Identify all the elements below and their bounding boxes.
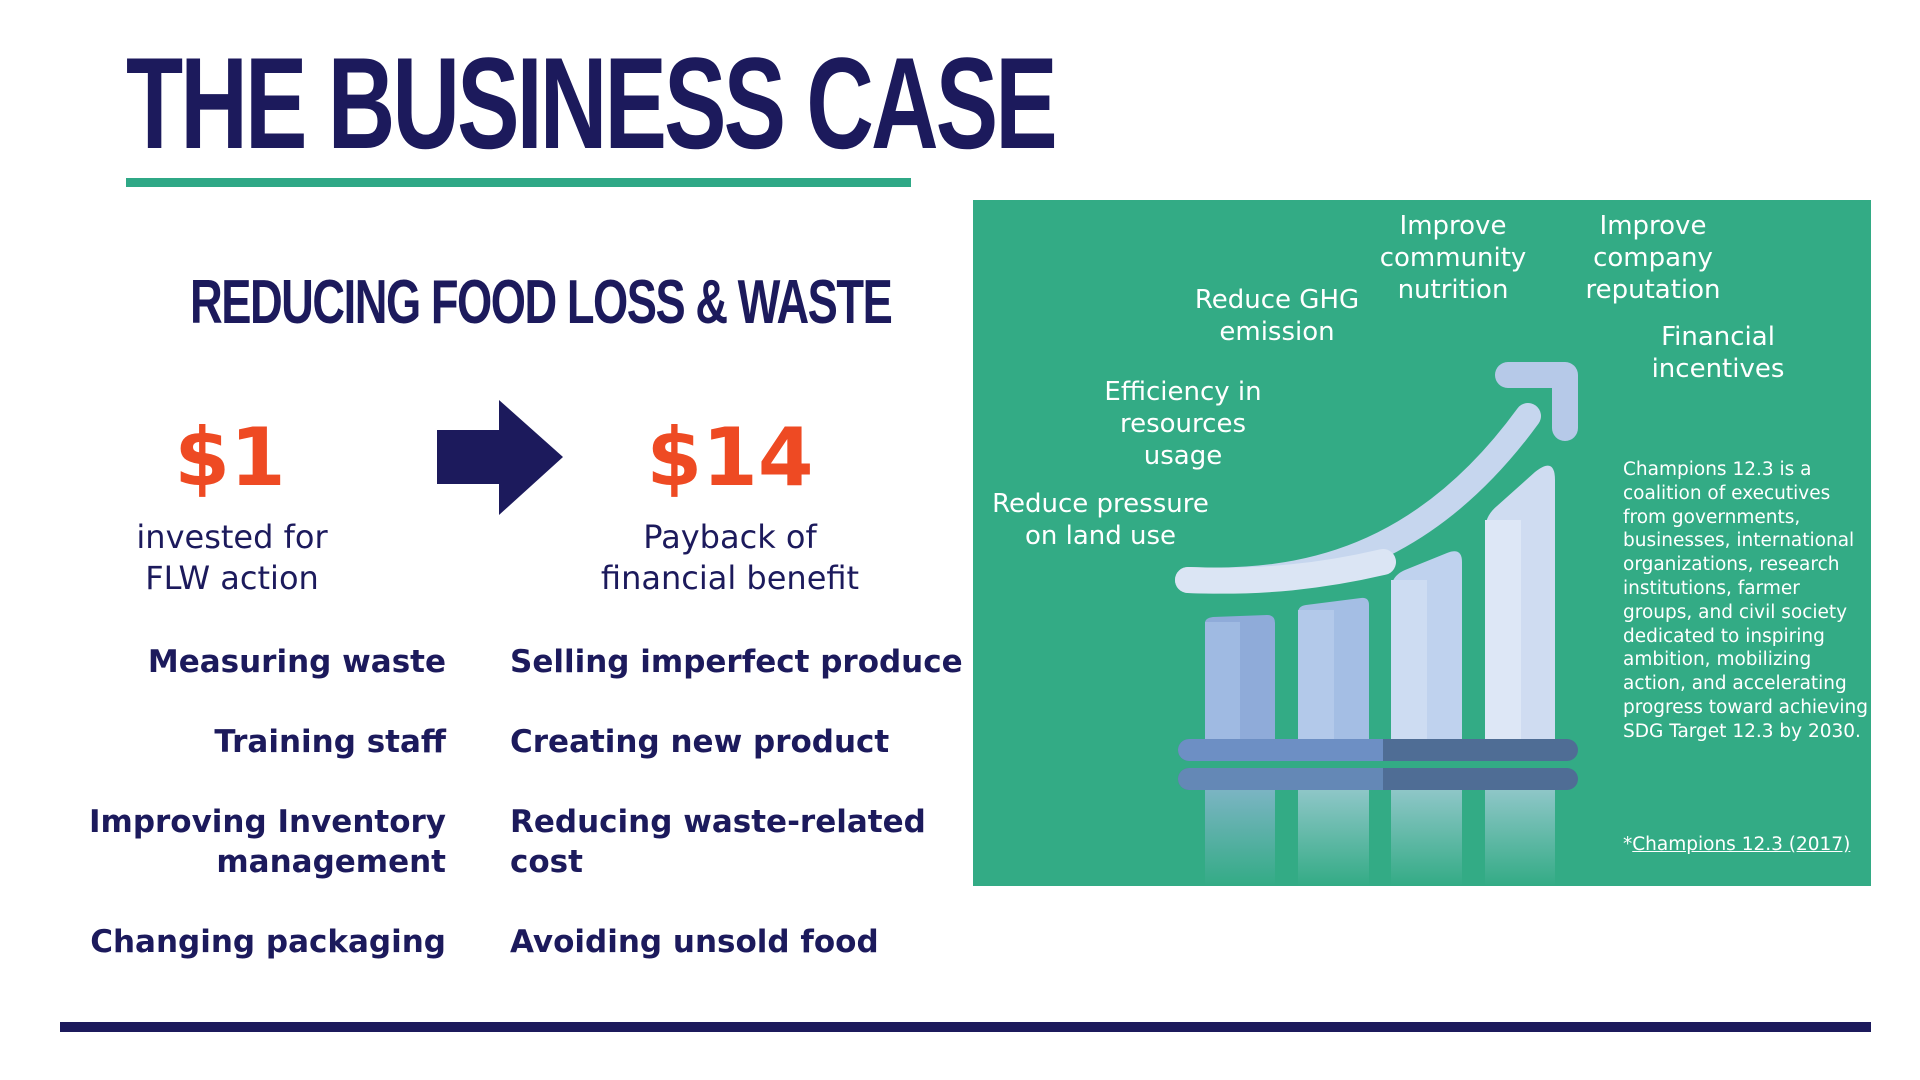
champions-description: Champions 12.3 is a coalition of executi… (1623, 459, 1868, 742)
benefit-nutrition: Improve community nutrition (1353, 210, 1553, 306)
benefit-line: Financial (1661, 322, 1775, 352)
growth-trend-arrow-icon (1175, 362, 1578, 594)
citation: *Champions 12.3 (2017) (1623, 834, 1850, 855)
payback-action-line: Reducing waste-related (510, 804, 926, 840)
bar-reflections (1205, 780, 1555, 886)
benefit-line: resources (1119, 409, 1246, 439)
payback-caption-line: Payback of (643, 518, 817, 556)
right-arrow-icon (437, 400, 563, 515)
benefit-line: Improve (1399, 211, 1507, 241)
invest-action-item: Changing packaging (90, 922, 446, 962)
payback-amount: $14 (646, 411, 814, 504)
citation-link[interactable]: Champions 12.3 (2017) (1632, 834, 1851, 855)
bottom-rule (60, 1022, 1871, 1032)
invest-action-line: Changing packaging (90, 924, 446, 960)
payback-action-item: Selling imperfect produce (510, 642, 963, 682)
benefit-financial: Financial incentives (1623, 321, 1813, 385)
payback-caption-line: financial benefit (600, 559, 860, 597)
invest-action-item: Improving Inventory management (89, 802, 446, 882)
invest-action-item: Measuring waste (148, 642, 446, 682)
title-underline (126, 178, 911, 187)
benefit-reputation: Improve company reputation (1553, 210, 1753, 306)
benefit-line: company (1593, 243, 1713, 273)
growth-chart-illustration (1175, 362, 1578, 886)
chart-base (1178, 739, 1578, 790)
payback-action-line: cost (510, 844, 583, 880)
invest-caption: invested for FLW action (90, 517, 374, 599)
benefits-panel: Reduce pressure on land use Efficiency i… (973, 200, 1871, 886)
citation-prefix: * (1623, 834, 1633, 855)
payback-action-line: Creating new product (510, 724, 890, 760)
invest-amount: $1 (174, 411, 286, 504)
benefit-land-use: Reduce pressure on land use (973, 488, 1228, 552)
bar-2 (1298, 597, 1369, 744)
invest-caption-line: invested for (136, 518, 328, 556)
invest-action-line: management (216, 844, 446, 880)
benefit-line: usage (1143, 441, 1223, 471)
section-subtitle: REDUCING FOOD LOSS & WASTE (190, 268, 893, 337)
invest-caption-line: FLW action (145, 559, 319, 597)
benefit-line: on land use (1024, 521, 1177, 551)
invest-action-line: Training staff (214, 724, 446, 760)
invest-action-line: Improving Inventory (88, 804, 446, 840)
bar-1 (1205, 615, 1275, 744)
payback-caption: Payback of financial benefit (560, 517, 900, 599)
benefit-line: nutrition (1397, 275, 1509, 305)
benefit-line: emission (1219, 317, 1335, 347)
invest-action-item: Training staff (214, 722, 446, 762)
bar-3 (1391, 551, 1462, 744)
benefit-resource-efficiency: Efficiency in resources usage (1073, 376, 1293, 472)
benefit-line: incentives (1651, 354, 1785, 384)
bar-4 (1485, 465, 1555, 744)
benefit-line: community (1379, 243, 1527, 273)
invest-action-line: Measuring waste (147, 644, 446, 680)
benefit-line: reputation (1585, 275, 1721, 305)
benefit-ghg: Reduce GHG emission (1173, 284, 1381, 348)
benefit-line: Reduce pressure (992, 489, 1209, 519)
payback-action-item: Avoiding unsold food (510, 922, 879, 962)
payback-action-item: Creating new product (510, 722, 889, 762)
payback-action-line: Avoiding unsold food (510, 924, 879, 960)
benefit-line: Improve (1599, 211, 1707, 241)
benefit-line: Reduce GHG (1194, 285, 1360, 315)
payback-action-line: Selling imperfect produce (510, 644, 963, 680)
page-title: THE BUSINESS CASE (126, 30, 1058, 176)
payback-action-item: Reducing waste-related cost (510, 802, 926, 882)
benefit-line: Efficiency in (1104, 377, 1262, 407)
